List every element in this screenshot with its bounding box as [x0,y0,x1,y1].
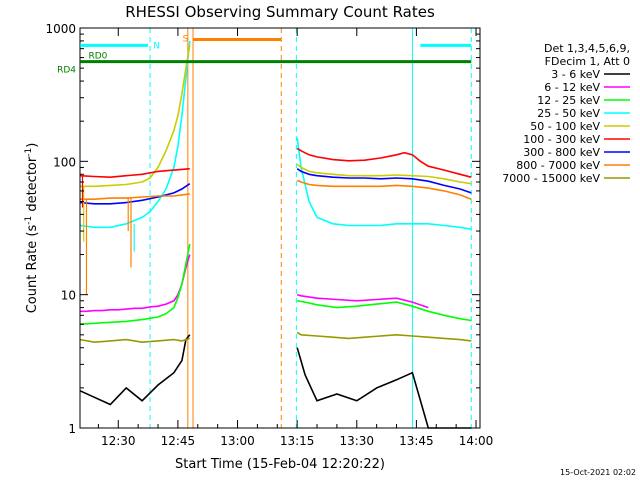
state-label-n: N [153,41,160,51]
series-line-3-6-kev-kev [79,334,191,406]
x-axis: 12:30 12:45 13:00 13:15 13:30 13:45 14:00 [97,28,494,448]
x-tick-label: 12:45 [161,434,196,448]
x-tick-label: 12:30 [101,434,136,448]
x-tick-label: 13:00 [220,434,255,448]
series-line-800-7000-kev-kev [80,193,190,200]
state-label-s: S [183,34,189,44]
legend-label-100-300-kev-kev: 100 - 300 keV [523,133,600,146]
x-tick-label: 13:30 [339,434,374,448]
series-line-25-50-kev-kev [80,40,191,229]
series-line-6-12-kev-kev [296,293,429,309]
series-line-6-12-kev-kev [80,254,191,313]
legend-label-6-12-kev-kev: 6 - 12 keV [544,81,600,94]
instrument-state-bars: RD0 RD4 N S [57,34,472,76]
legend-label-25-50-kev-kev: 25 - 50 keV [537,107,600,120]
legend-header-line-2: FDecim 1, Att 0 [545,55,630,68]
chart-title: RHESSI Observing Summary Count Rates [125,3,435,21]
legend-label-12-25-kev-kev: 12 - 25 keV [537,94,600,107]
series-line-12-25-kev-kev [297,300,472,322]
series-line-7000-15000-kev-kev [79,337,191,344]
series-line-800-7000-kev-kev [296,179,472,200]
series-line-100-300-kev-kev [296,147,472,178]
series-line-300-800-kev-kev [296,168,472,194]
y-axis: 1 10 100 1000 [45,22,480,436]
series-line-25-50-kev-kev [296,137,472,230]
legend-label-800-7000-kev-kev: 800 - 7000 keV [516,159,600,172]
legend-label-50-100-kev-kev: 50 - 100 keV [530,120,600,133]
legend-header-line-1: Det 1,3,4,5,6,9, [544,42,630,55]
series-line-12-25-kev-kev [80,243,191,325]
y-tick-label: 1 [68,422,76,436]
series-line-7000-15000-kev-kev [296,331,472,342]
series-line-300-800-kev-kev [80,183,191,205]
plot-frame [79,27,481,429]
y-tick-label: 100 [53,155,76,169]
x-tick-label: 13:15 [280,434,315,448]
x-axis-label: Start Time (15-Feb-04 12:20:22) [175,457,385,472]
generated-timestamp: 15-Oct-2021 02:02 [560,468,636,477]
legend-label-300-800-kev-kev: 300 - 800 keV [523,146,600,159]
y-tick-label: 10 [61,289,76,303]
x-tick-label: 13:45 [399,434,434,448]
series-line-100-300-kev-kev [80,167,190,179]
legend: Det 1,3,4,5,6,9, FDecim 1, Att 0 3 - 6 k… [502,42,630,185]
state-label-rd4: RD4 [57,66,76,76]
state-label-rd0: RD0 [88,52,107,62]
y-tick-label: 1000 [45,22,76,36]
y-axis-label: Count Rate (s-1 detector-1) [24,143,40,314]
series-line-50-100-kev-kev [80,44,191,188]
x-tick-label: 14:00 [459,434,494,448]
series-line-3-6-kev-kev [296,347,472,429]
legend-label-3-6-kev-kev: 3 - 6 keV [551,68,600,81]
series-line-50-100-kev-kev [296,163,472,185]
legend-label-7000-15000-kev-kev: 7000 - 15000 keV [502,172,600,185]
plot-area [79,28,472,429]
